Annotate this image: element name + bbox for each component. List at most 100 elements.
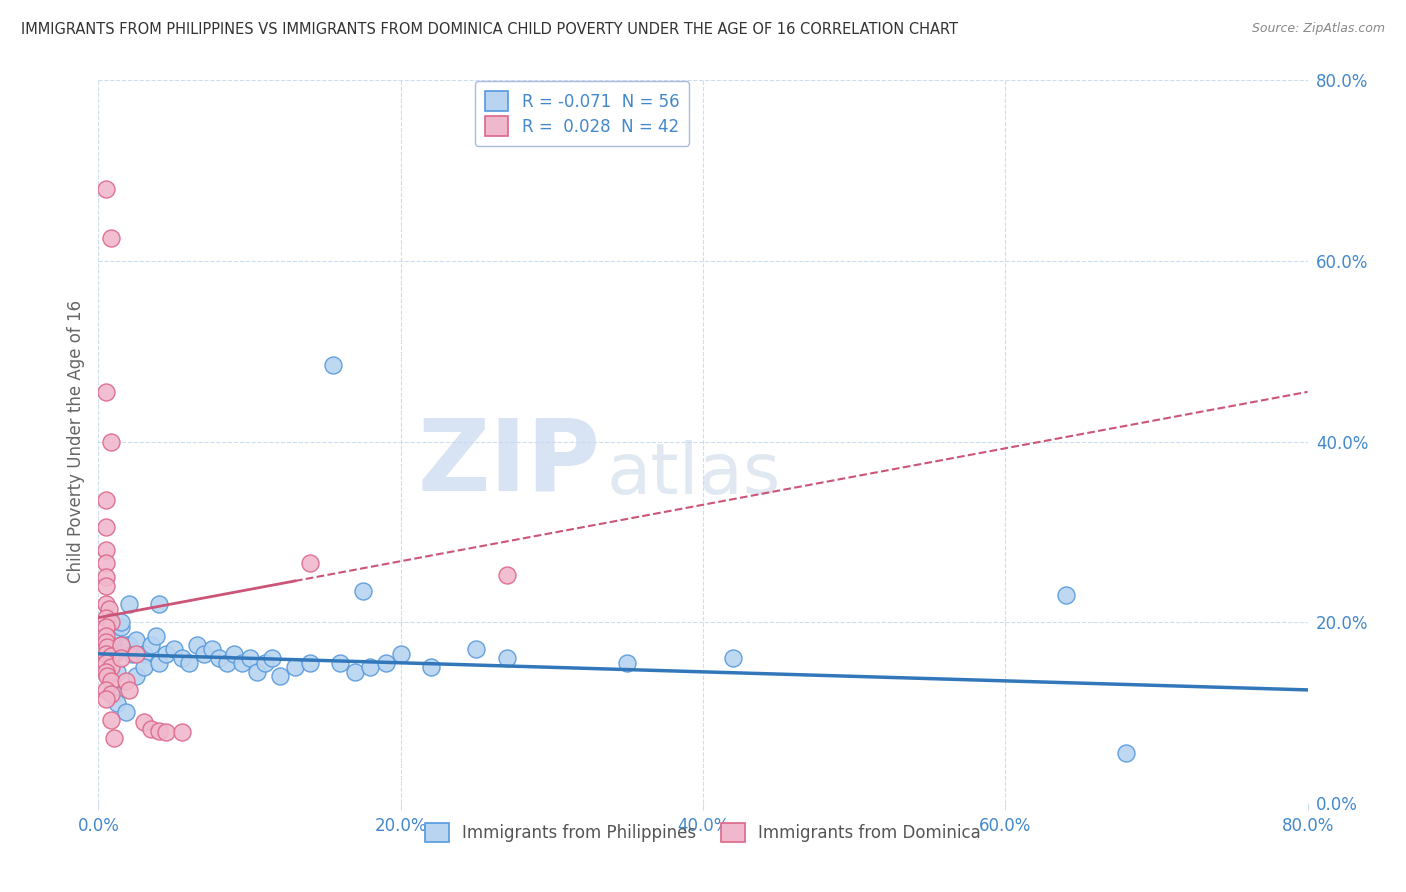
Point	[224, 647, 246, 661]
Point	[94, 656, 117, 670]
Point	[179, 656, 201, 670]
Text: ZIP: ZIP	[418, 415, 600, 512]
Point	[114, 673, 136, 688]
Point	[94, 629, 117, 643]
Point	[374, 656, 396, 670]
Point	[465, 642, 488, 657]
Point	[616, 656, 638, 670]
Point	[299, 557, 322, 571]
Point	[114, 638, 136, 652]
Point	[1115, 746, 1137, 760]
Text: atlas: atlas	[606, 440, 780, 508]
Point	[100, 687, 122, 701]
Point	[100, 673, 122, 688]
Point	[723, 651, 745, 665]
Point	[208, 651, 231, 665]
Point	[94, 647, 117, 661]
Point	[94, 656, 117, 670]
Point	[110, 638, 132, 652]
Point	[94, 520, 117, 534]
Point	[114, 706, 136, 720]
Point	[389, 647, 412, 661]
Point	[94, 579, 117, 593]
Point	[360, 660, 382, 674]
Point	[103, 687, 125, 701]
Point	[269, 669, 291, 683]
Point	[201, 642, 224, 657]
Point	[94, 610, 117, 624]
Point	[94, 182, 117, 196]
Point	[344, 665, 367, 679]
Text: Source: ZipAtlas.com: Source: ZipAtlas.com	[1251, 22, 1385, 36]
Point	[100, 649, 122, 664]
Point	[110, 615, 132, 630]
Point	[322, 358, 344, 372]
Point	[420, 660, 443, 674]
Point	[163, 642, 186, 657]
Point	[94, 493, 117, 508]
Point	[170, 651, 193, 665]
Point	[94, 557, 117, 571]
Point	[105, 697, 128, 711]
Point	[100, 231, 122, 245]
Point	[239, 651, 262, 665]
Point	[94, 682, 117, 697]
Point	[100, 638, 122, 652]
Point	[110, 620, 132, 634]
Point	[100, 615, 122, 630]
Point	[118, 638, 141, 652]
Point	[94, 542, 117, 557]
Point	[284, 660, 307, 674]
Point	[118, 682, 141, 697]
Point	[94, 384, 117, 399]
Point	[246, 665, 269, 679]
Point	[170, 725, 193, 739]
Text: IMMIGRANTS FROM PHILIPPINES VS IMMIGRANTS FROM DOMINICA CHILD POVERTY UNDER THE : IMMIGRANTS FROM PHILIPPINES VS IMMIGRANT…	[21, 22, 957, 37]
Point	[215, 656, 238, 670]
Point	[141, 722, 163, 736]
Point	[103, 731, 125, 745]
Point	[94, 570, 117, 584]
Point	[94, 620, 117, 634]
Point	[132, 647, 155, 661]
Point	[141, 638, 163, 652]
Point	[110, 651, 132, 665]
Legend: Immigrants from Philippines, Immigrants from Dominica: Immigrants from Philippines, Immigrants …	[419, 816, 987, 848]
Point	[98, 601, 121, 615]
Point	[94, 692, 117, 706]
Point	[145, 629, 167, 643]
Point	[100, 434, 122, 449]
Point	[299, 656, 322, 670]
Point	[262, 651, 284, 665]
Point	[94, 597, 117, 611]
Point	[100, 713, 122, 727]
Point	[352, 583, 374, 598]
Point	[125, 669, 148, 683]
Point	[100, 665, 122, 679]
Point	[155, 647, 177, 661]
Point	[329, 656, 352, 670]
Point	[1054, 588, 1077, 602]
Point	[148, 656, 170, 670]
Point	[118, 597, 141, 611]
Point	[148, 723, 170, 738]
Point	[132, 714, 155, 729]
Point	[253, 656, 276, 670]
Point	[110, 638, 132, 652]
Point	[495, 651, 517, 665]
Point	[96, 669, 118, 683]
Y-axis label: Child Poverty Under the Age of 16: Child Poverty Under the Age of 16	[66, 300, 84, 583]
Point	[186, 638, 208, 652]
Point	[121, 647, 143, 661]
Point	[125, 633, 148, 648]
Point	[148, 597, 170, 611]
Point	[94, 635, 117, 649]
Point	[96, 640, 118, 655]
Point	[105, 665, 128, 679]
Point	[132, 660, 155, 674]
Point	[155, 725, 177, 739]
Point	[231, 656, 253, 670]
Point	[193, 647, 215, 661]
Point	[103, 647, 125, 661]
Point	[100, 660, 122, 674]
